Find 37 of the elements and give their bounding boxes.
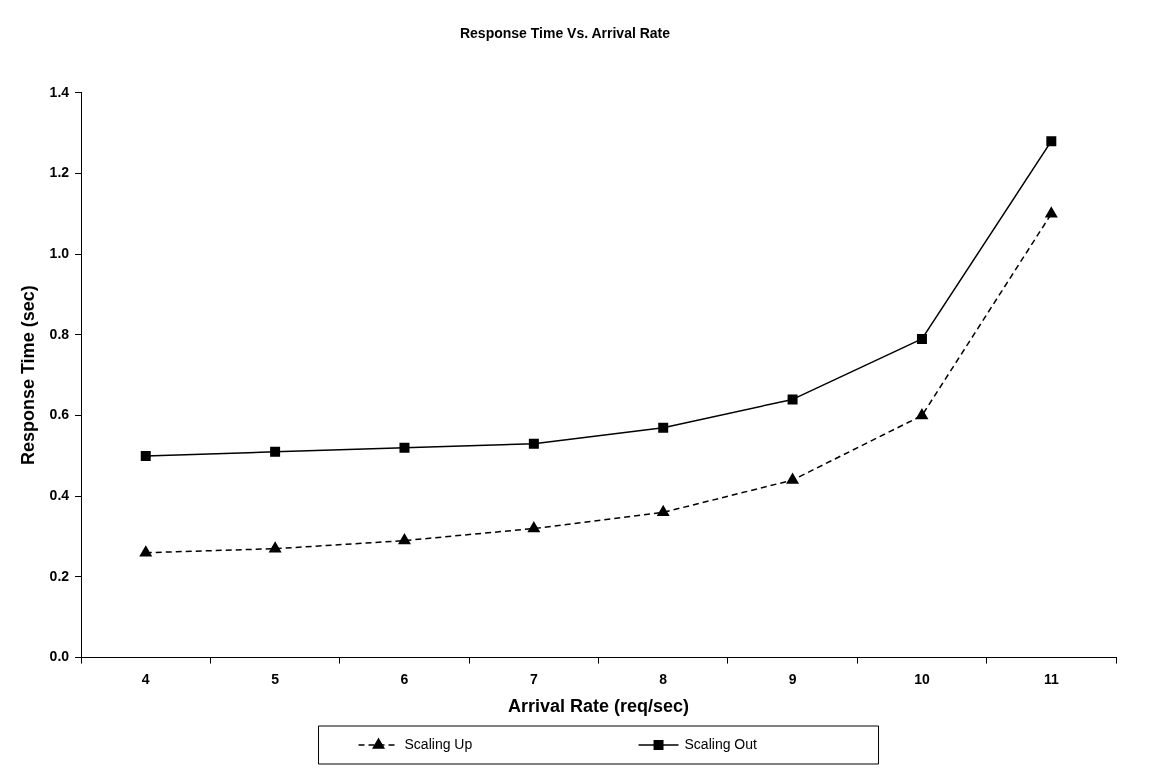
x-tick-label: 4 — [141, 670, 150, 687]
y-axis-title: Response Time (sec) — [17, 285, 38, 466]
x-tick-label: 11 — [1043, 670, 1059, 687]
x-tick-label: 9 — [788, 670, 797, 687]
point — [140, 450, 151, 461]
y-tick-label: 0.4 — [49, 487, 70, 504]
point — [399, 442, 410, 453]
point — [139, 545, 152, 557]
point — [657, 505, 670, 517]
y-tick-label: 1.4 — [49, 83, 70, 100]
point — [398, 533, 411, 545]
point — [269, 541, 282, 553]
x-tick-label: 8 — [659, 670, 668, 687]
point — [658, 422, 669, 433]
x-tick-label: 5 — [271, 670, 280, 687]
legend-label: Scaling Up — [404, 735, 473, 752]
y-tick-label: 0.8 — [49, 325, 70, 342]
point — [1045, 207, 1058, 218]
point — [916, 408, 928, 420]
point — [527, 521, 540, 533]
y-tick-label: 0.6 — [49, 406, 70, 423]
x-axis-title: Arrival Rate (req/sec) — [507, 696, 690, 717]
chart-title: Response Time Vs. Arrival Rate — [459, 25, 671, 42]
y-tick-label: 0.2 — [49, 567, 70, 584]
y-tick-label: 1.2 — [49, 164, 70, 181]
legend-label: Scaling Out — [684, 735, 758, 752]
x-tick-label: 7 — [529, 670, 538, 687]
x-tick-label: 6 — [400, 670, 409, 687]
point — [787, 394, 798, 405]
point — [528, 438, 539, 449]
point — [916, 333, 927, 344]
point — [1046, 136, 1057, 147]
y-tick-label: 1.0 — [49, 245, 70, 262]
y-tick-label: 0.0 — [49, 648, 70, 665]
point — [270, 446, 281, 457]
point — [786, 473, 799, 484]
x-tick-label: 10 — [914, 670, 930, 687]
